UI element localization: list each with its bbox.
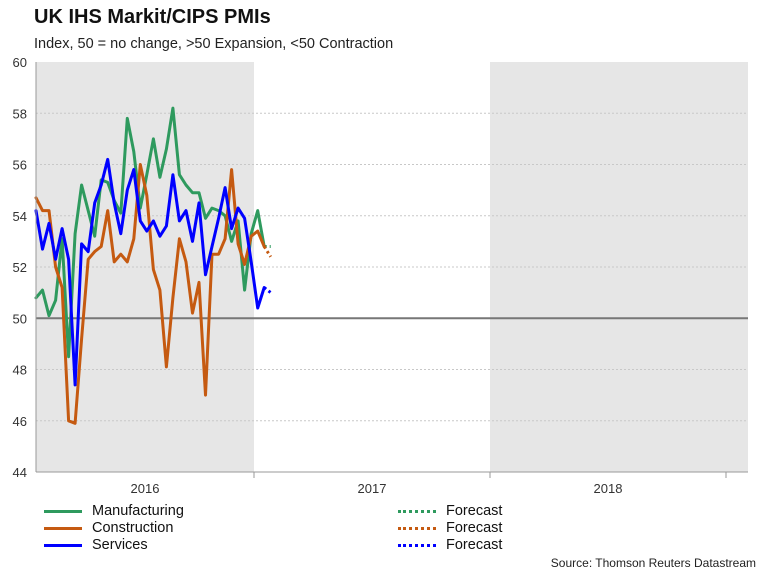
chart-subtitle: Index, 50 = no change, >50 Expansion, <5…	[34, 36, 394, 52]
axes	[35, 62, 748, 478]
y-tick-54: 54	[13, 209, 27, 224]
series-lines	[34, 106, 272, 425]
y-tick-60: 60	[13, 55, 27, 70]
x-tick-2017: 2017	[358, 481, 387, 496]
x-tick-2018: 2018	[594, 481, 623, 496]
legend-label-manufacturing: Manufacturing	[92, 503, 184, 519]
chart-title: UK IHS Markit/CIPS PMIs	[34, 6, 271, 28]
legend-label-forecast-manufacturing: Forecast	[446, 503, 503, 519]
legend-label-construction: Construction	[92, 520, 174, 536]
legend-label-forecast-construction: Forecast	[446, 520, 503, 536]
legend-item-forecast-construction: Forecast	[398, 520, 502, 536]
forecast-line-services	[263, 286, 272, 294]
x-tick-labels: 2016 2017 2018	[131, 481, 623, 496]
legend-item-services: Services	[44, 537, 148, 553]
series-line-construction	[34, 163, 266, 425]
source-note: Source: Thomson Reuters Datastream	[550, 556, 756, 570]
legend-swatch-forecast-construction	[398, 526, 436, 530]
y-tick-48: 48	[13, 363, 27, 378]
legend-item-forecast-services: Forecast	[398, 537, 502, 553]
legend-label-forecast-services: Forecast	[446, 537, 503, 553]
y-tick-58: 58	[13, 106, 27, 121]
y-tick-56: 56	[13, 158, 27, 173]
legend-swatch-services	[44, 543, 82, 547]
legend-item-forecast-manufacturing: Forecast	[398, 503, 502, 519]
series-line-services	[34, 157, 266, 387]
y-tick-46: 46	[13, 414, 27, 429]
x-tick-2016: 2016	[131, 481, 160, 496]
legend-swatch-manufacturing	[44, 509, 82, 513]
legend-label-services: Services	[92, 537, 148, 553]
legend-swatch-construction	[44, 526, 82, 530]
y-tick-50: 50	[13, 311, 27, 326]
pmi-line-chart: 44 46 48 50 52 54 56 58 60 2016 2017 2018	[13, 55, 748, 496]
legend-item-construction: Construction	[44, 520, 173, 536]
y-tick-44: 44	[13, 465, 27, 480]
y-tick-labels: 44 46 48 50 52 54 56 58 60	[13, 55, 27, 480]
legend-item-manufacturing: Manufacturing	[44, 503, 184, 519]
forecast-line-construction	[262, 245, 272, 258]
y-tick-52: 52	[13, 260, 27, 275]
legend-swatch-forecast-services	[398, 543, 436, 547]
legend-swatch-forecast-manufacturing	[398, 509, 436, 513]
